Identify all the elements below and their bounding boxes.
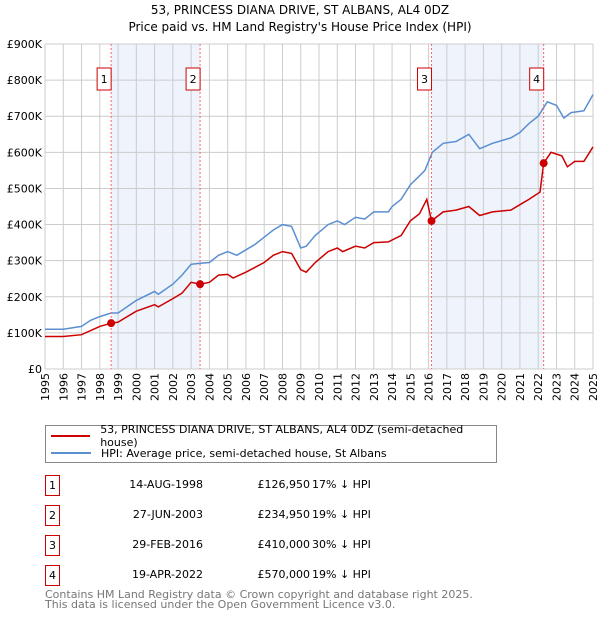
y-tick-label: £300K: [7, 255, 43, 268]
series-line-hpi: [45, 94, 594, 331]
hpi-diff: 17% ↓ HPI: [312, 478, 371, 491]
x-tick-label: 2008: [276, 373, 289, 401]
y-tick-label: £800K: [7, 74, 43, 87]
sale-date: 14-AUG-1998: [129, 478, 203, 491]
x-tick-label: 2014: [386, 373, 399, 401]
x-tick-label: 2024: [569, 373, 582, 401]
sale-number: 3: [45, 535, 60, 556]
sale-date: 29-FEB-2016: [132, 538, 203, 551]
x-tick-label: 1999: [112, 373, 125, 401]
sale-label: 2: [190, 73, 197, 86]
y-tick-label: £400K: [7, 219, 43, 232]
sale-number: 2: [45, 505, 60, 526]
table-row: 1 14-AUG-1998 £126,950 17% ↓ HPI: [45, 475, 445, 496]
x-tick-label: 2017: [441, 373, 454, 401]
chart-subtitle: Price paid vs. HM Land Registry's House …: [128, 20, 471, 34]
license-text: This data is licensed under the Open Gov…: [45, 598, 396, 611]
y-tick-label: £100K: [7, 327, 43, 340]
shaded-period: [431, 44, 544, 369]
legend-label: HPI: Average price, semi-detached house,…: [101, 446, 387, 460]
chart-title: 53, PRINCESS DIANA DRIVE, ST ALBANS, AL4…: [151, 3, 449, 17]
chart-svg: 53, PRINCESS DIANA DRIVE, ST ALBANS, AL4…: [7, 3, 600, 401]
sale-date: 27-JUN-2003: [132, 508, 203, 521]
y-tick-label: £700K: [7, 110, 43, 123]
table-row: 4 19-APR-2022 £570,000 19% ↓ HPI: [45, 565, 445, 586]
shaded-period: [111, 44, 201, 369]
x-tick-label: 2020: [496, 373, 509, 401]
x-tick-label: 2011: [331, 373, 344, 401]
legend-label: 53, PRINCESS DIANA DRIVE, ST ALBANS, AL4…: [100, 423, 464, 449]
x-tick-label: 2021: [514, 373, 527, 401]
x-tick-label: 2009: [295, 373, 308, 401]
sale-label: 4: [533, 73, 540, 86]
x-tick-label: 2023: [550, 373, 563, 401]
sale-date: 19-APR-2022: [131, 568, 203, 581]
x-tick-label: 2022: [532, 373, 545, 401]
series-line-property: [45, 146, 594, 338]
x-tick-label: 2010: [313, 373, 326, 401]
sale-number: 1: [45, 475, 60, 496]
hpi-diff: 30% ↓ HPI: [312, 538, 371, 551]
x-tick-label: 2025: [587, 373, 600, 401]
legend-swatch-property: [51, 435, 91, 437]
x-tick-label: 2019: [477, 373, 490, 401]
y-tick-label: £200K: [7, 291, 43, 304]
legend-item-hpi: HPI: Average price, semi-detached house,…: [46, 445, 387, 461]
sale-price: £126,950: [257, 478, 311, 491]
x-tick-label: 2006: [240, 373, 253, 401]
sale-point: [107, 319, 116, 328]
sale-label-box: [417, 67, 433, 91]
legend-swatch-hpi: [51, 452, 91, 454]
hpi-diff: 19% ↓ HPI: [312, 568, 371, 581]
hpi-diff: 19% ↓ HPI: [312, 508, 371, 521]
x-tick-label: 2018: [459, 373, 472, 401]
sale-label-box: [529, 67, 545, 91]
x-tick-label: 2016: [423, 373, 436, 401]
sale-label-box: [96, 67, 112, 91]
y-tick-label: £600K: [7, 146, 43, 159]
x-tick-label: 1996: [57, 373, 70, 401]
x-tick-label: 2004: [203, 373, 216, 401]
x-tick-label: 2015: [404, 373, 417, 401]
x-tick-label: 2005: [222, 373, 235, 401]
x-tick-label: 2007: [258, 373, 271, 401]
y-tick-label: £0: [28, 363, 42, 376]
sale-price: £570,000: [257, 568, 311, 581]
footer: Contains HM Land Registry data © Crown c…: [45, 588, 473, 611]
table-row: 2 27-JUN-2003 £234,950 19% ↓ HPI: [45, 505, 445, 526]
x-tick-label: 2003: [185, 373, 198, 401]
sale-label-box: [185, 67, 201, 91]
x-tick-label: 1998: [94, 373, 107, 401]
x-tick-label: 2012: [350, 373, 363, 401]
sale-point: [539, 159, 548, 168]
x-tick-label: 1997: [76, 373, 89, 401]
x-tick-label: 2002: [167, 373, 180, 401]
x-tick-label: 2001: [149, 373, 162, 401]
sale-point: [196, 280, 205, 289]
y-tick-label: £900K: [7, 38, 43, 51]
x-tick-label: 2000: [130, 373, 143, 401]
sale-label: 3: [421, 73, 428, 86]
sale-number: 4: [45, 565, 60, 586]
x-tick-label: 1995: [39, 373, 52, 401]
legend-item-property: 53, PRINCESS DIANA DRIVE, ST ALBANS, AL4…: [46, 423, 496, 449]
y-tick-label: £500K: [7, 182, 43, 195]
x-tick-label: 2013: [368, 373, 381, 401]
copyright-text: Contains HM Land Registry data © Crown c…: [45, 588, 473, 601]
table-row: 3 29-FEB-2016 £410,000 30% ↓ HPI: [45, 535, 445, 556]
sale-price: £234,950: [257, 508, 311, 521]
sale-price: £410,000: [257, 538, 311, 551]
legend: 53, PRINCESS DIANA DRIVE, ST ALBANS, AL4…: [45, 423, 497, 463]
sale-point: [427, 216, 436, 225]
sale-label: 1: [101, 73, 108, 86]
